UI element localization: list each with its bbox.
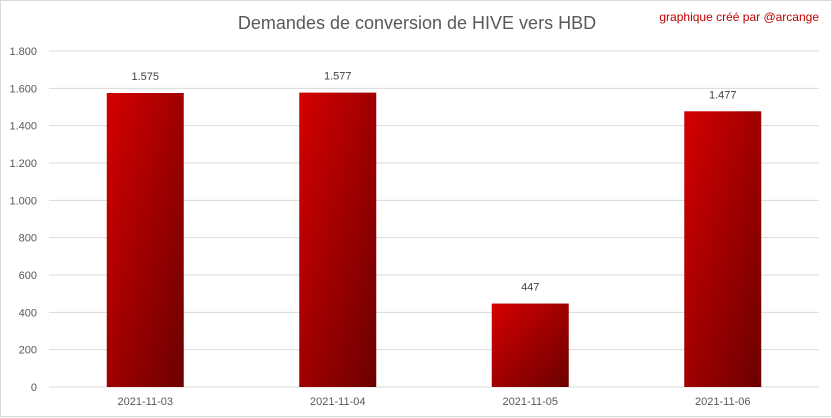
y-tick-label: 200 <box>19 345 37 357</box>
data-label: 1.477 <box>709 89 737 101</box>
data-label: 1.575 <box>131 71 159 83</box>
chart-title: Demandes de conversion de HIVE vers HBD <box>237 13 597 33</box>
bar <box>299 92 377 388</box>
data-label: 447 <box>521 282 539 294</box>
x-tick-label: 2021-11-03 <box>118 396 173 408</box>
y-tick-label: 400 <box>19 307 37 319</box>
x-tick-label: 2021-11-06 <box>695 396 750 408</box>
bar <box>684 111 762 387</box>
y-tick-label: 600 <box>19 270 37 282</box>
y-tick-label: 800 <box>19 233 37 245</box>
bar <box>491 303 569 387</box>
y-tick-label: 1.400 <box>9 121 37 133</box>
bar <box>106 93 184 387</box>
y-tick-label: 1.600 <box>9 83 37 95</box>
y-tick-label: 1.800 <box>9 46 37 58</box>
x-tick-label: 2021-11-05 <box>503 396 558 408</box>
chart-credit: graphique créé par @arcange <box>659 10 819 24</box>
y-tick-label: 1.000 <box>9 195 37 207</box>
y-tick-label: 1.200 <box>9 158 37 170</box>
y-tick-label: 0 <box>31 382 37 394</box>
x-tick-label: 2021-11-04 <box>310 396 365 408</box>
data-label: 1.577 <box>324 71 352 83</box>
